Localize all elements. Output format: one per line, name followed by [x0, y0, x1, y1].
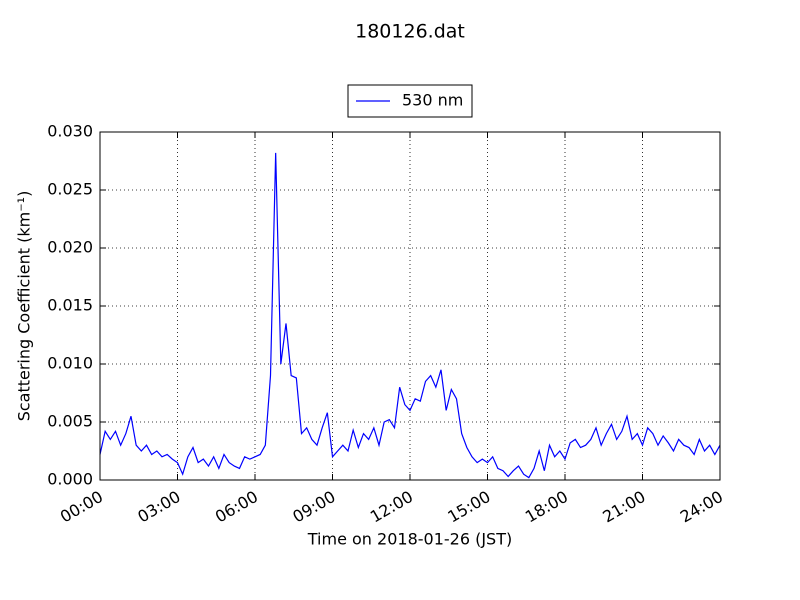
x-tick-label: 03:00: [134, 487, 183, 527]
chart-title: 180126.dat: [355, 21, 465, 43]
y-tick-label: 0.015: [47, 296, 93, 315]
x-axis-label: Time on 2018-01-26 (JST): [307, 530, 512, 549]
legend-label: 530 nm: [402, 91, 463, 110]
x-tick-label: 09:00: [289, 487, 338, 527]
x-tick-label: 06:00: [212, 487, 261, 527]
y-tick-label: 0.030: [47, 122, 93, 141]
y-tick-label: 0.025: [47, 180, 93, 199]
x-tick-label: 15:00: [444, 487, 493, 527]
x-tick-label: 24:00: [677, 487, 726, 527]
x-tick-label: 12:00: [367, 487, 416, 527]
x-tick-label: 18:00: [522, 487, 571, 527]
y-axis-label: Scattering Coefficient (km⁻¹): [15, 191, 34, 422]
y-tick-label: 0.000: [47, 470, 93, 489]
plot-frame: [99, 131, 721, 481]
data-line: [99, 152, 721, 479]
x-tick-label: 21:00: [599, 487, 648, 527]
y-tick-label: 0.020: [47, 238, 93, 257]
y-tick-label: 0.010: [47, 354, 93, 373]
y-tick-label: 0.005: [47, 412, 93, 431]
x-tick-label: 00:00: [57, 487, 106, 527]
